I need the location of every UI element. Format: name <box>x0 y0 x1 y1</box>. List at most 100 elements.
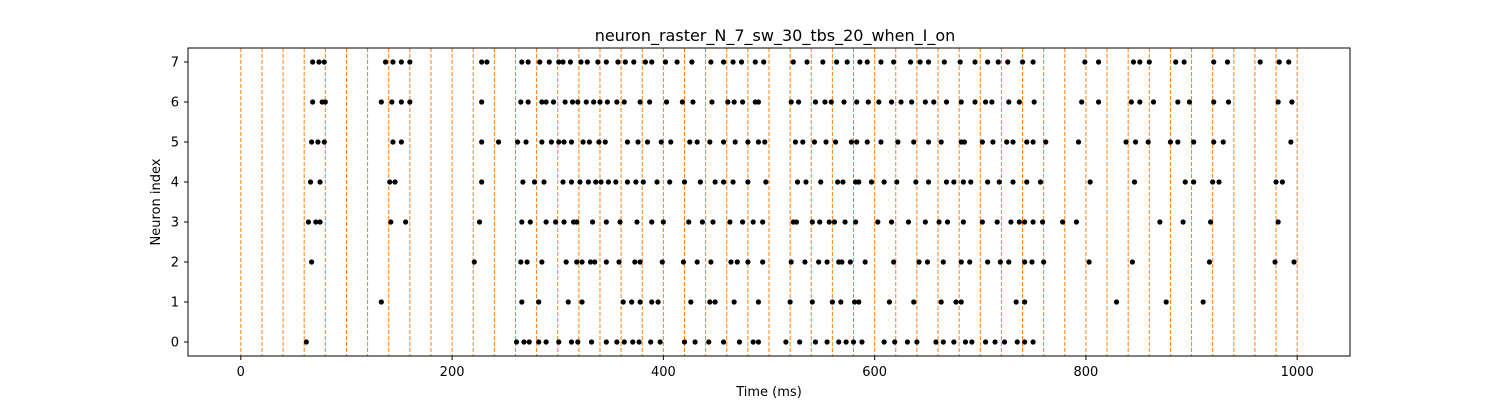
spike-point <box>1216 179 1222 185</box>
x-axis-label: Time (ms) <box>735 385 802 400</box>
spike-point <box>720 339 727 345</box>
spike-point <box>1006 99 1012 105</box>
spike-point <box>864 59 870 65</box>
spike-point <box>624 139 631 145</box>
spike-point <box>728 259 734 265</box>
spike-point <box>755 339 762 345</box>
spike-point <box>546 59 552 65</box>
spike-point <box>800 139 806 145</box>
spike-point <box>982 339 989 345</box>
spike-point <box>378 99 384 105</box>
spike-point <box>891 259 897 265</box>
y-tick-label: 6 <box>171 96 179 111</box>
spike-point <box>579 299 585 305</box>
spike-point <box>745 139 751 145</box>
spike-point <box>958 99 964 105</box>
spike-point <box>527 219 533 225</box>
spike-point <box>539 99 545 105</box>
spike-point <box>755 299 762 305</box>
spike-point <box>812 339 819 345</box>
spike-point <box>953 299 959 305</box>
spike-point <box>694 259 700 265</box>
spike-point <box>931 99 937 105</box>
spike-point <box>750 219 756 225</box>
spike-point <box>524 259 530 265</box>
spike-point <box>1030 339 1036 345</box>
spike-point <box>854 139 860 145</box>
spike-point <box>944 219 951 225</box>
spike-point <box>936 219 942 225</box>
spike-point <box>925 139 932 145</box>
spike-point <box>548 139 554 145</box>
spike-point <box>1145 139 1151 145</box>
spike-point <box>848 139 854 145</box>
spike-point <box>649 59 655 65</box>
spike-point <box>657 339 663 345</box>
y-axis-ticks: 0 1 2 3 4 5 6 7 <box>171 56 188 351</box>
spike-point <box>620 299 626 305</box>
spike-point <box>568 179 575 185</box>
spike-point <box>688 299 694 305</box>
spike-point <box>595 59 601 65</box>
spike-point <box>637 259 643 265</box>
spike-point <box>940 259 946 265</box>
spike-point <box>621 339 627 345</box>
spike-point <box>1131 179 1138 185</box>
spike-point <box>1186 99 1193 105</box>
spike-point <box>632 259 638 265</box>
spike-point <box>960 219 966 225</box>
spike-point <box>1225 99 1232 105</box>
spike-point <box>308 139 315 145</box>
spike-point <box>1123 139 1129 145</box>
spike-point <box>1146 59 1152 65</box>
spike-point <box>476 219 483 225</box>
spike-point <box>836 339 842 345</box>
spike-point <box>731 299 737 305</box>
spike-point <box>568 139 575 145</box>
spike-point <box>745 179 751 185</box>
spike-point <box>561 139 567 145</box>
spike-point <box>914 339 920 345</box>
spike-point <box>1129 259 1135 265</box>
spike-point <box>822 99 828 105</box>
spike-point <box>850 339 857 345</box>
spike-point <box>322 99 328 105</box>
x-tick-label: 400 <box>651 365 676 380</box>
spike-point <box>816 259 822 265</box>
spike-point <box>1079 99 1085 105</box>
spike-point <box>647 99 653 105</box>
spike-point <box>832 139 839 145</box>
spike-point <box>826 219 832 225</box>
spike-point <box>578 59 584 65</box>
spike-point <box>1001 339 1008 345</box>
spike-point <box>1086 259 1092 265</box>
spike-point <box>680 259 687 265</box>
spike-point <box>985 179 991 185</box>
spike-point <box>990 139 996 145</box>
spike-point <box>995 59 1001 65</box>
spike-point <box>933 339 939 345</box>
spike-point <box>720 139 727 145</box>
spike-point <box>303 339 309 345</box>
spike-point <box>514 139 521 145</box>
spike-point <box>1276 59 1282 65</box>
spike-point <box>739 219 746 225</box>
spike-point <box>907 59 914 65</box>
spike-point <box>712 179 718 185</box>
spike-point <box>951 179 957 185</box>
spike-point <box>982 99 989 105</box>
spike-point <box>750 339 756 345</box>
y-tick-label: 5 <box>171 136 179 151</box>
spike-point <box>615 59 621 65</box>
spike-point <box>637 99 643 105</box>
spike-point <box>881 179 887 185</box>
spike-point <box>1029 259 1035 265</box>
spike-point <box>663 99 670 105</box>
spike-point <box>895 139 901 145</box>
spike-point <box>588 339 595 345</box>
spike-point <box>835 179 841 185</box>
spike-point <box>1163 299 1169 305</box>
spike-point <box>958 299 964 305</box>
spike-point <box>563 259 569 265</box>
spike-point <box>1087 179 1093 185</box>
